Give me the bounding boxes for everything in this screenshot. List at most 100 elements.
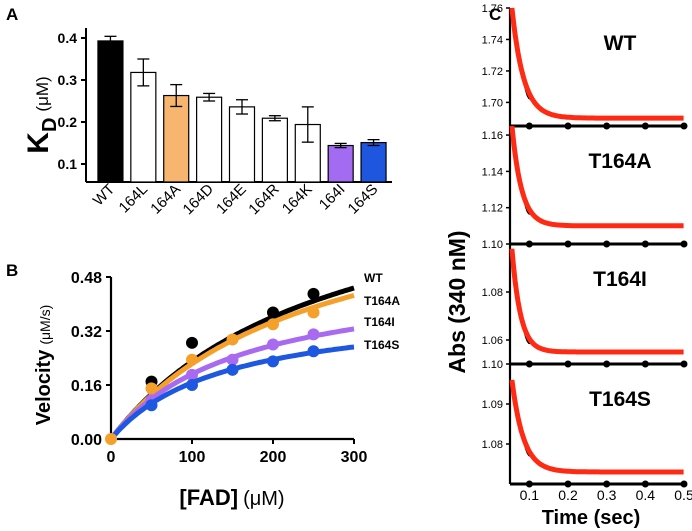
panel-a-ytick-label: 0.2 [58, 114, 78, 130]
panel-b-point-T164S [186, 379, 198, 391]
panel-c-xtick-dot [525, 240, 533, 248]
panel-a-bar-WT [97, 40, 124, 183]
panel-c-ytick-label: 1.06 [482, 335, 503, 347]
panel-b-xtick-label: 200 [260, 449, 287, 466]
panel-c-xtick-label: 0.1 [520, 487, 540, 503]
panel-a-bar-164E [228, 106, 256, 183]
panel-c-ytick-label: 1.74 [482, 34, 503, 46]
panel-c-subplot-title: T164A [588, 150, 651, 173]
panel-c-subplot-title: T164I [593, 268, 647, 291]
panel-c-ytick-label: 1.70 [482, 97, 503, 109]
panel-b-point-T164S [226, 363, 239, 376]
panel-b-ytick-label: 0.48 [71, 270, 102, 287]
panel-c-ytick-label: 1.08 [482, 287, 503, 299]
panel-c-xtick-dot [525, 122, 533, 130]
panel-a-category-label: WT [90, 181, 119, 210]
panel-c-xtick-dot [525, 360, 533, 368]
panel-b-point-T164A [226, 333, 239, 346]
panel-c-subplot-title: WT [604, 32, 637, 55]
panel-b-xtick-label: 300 [341, 449, 368, 466]
panel-a-category-label: 164K [279, 181, 316, 218]
panel-b-point-T164S [145, 399, 158, 412]
panel-a-bar-164R [261, 117, 288, 183]
panel-b-xtick-label: 100 [179, 449, 206, 466]
panel-c-xtick-dot [680, 240, 688, 248]
panel-c-xtick-dot [641, 240, 649, 248]
panel-c-xtick-dot [641, 480, 649, 488]
panel-b-ytick-label: 0.16 [71, 378, 102, 395]
panel-b-point-T164A [145, 382, 158, 395]
panel-a-ylabel: KD(μM) [22, 76, 61, 153]
panel-a-ytick-label: 0.1 [58, 156, 78, 172]
panel-b-point-T164A [307, 306, 320, 319]
panel-c-xtick-dot [564, 480, 572, 488]
panel-b-kinetics-chart: 0.00 0.16 0.32 0.48 0 100 200 300 WT T164A T164I T1… [71, 270, 400, 466]
panel-c-ytick-label: 1.76 [482, 3, 503, 15]
panel-c-xtick-dot [680, 122, 688, 130]
panel-b-point-origin [105, 433, 117, 445]
panel-c-xtick-dot [564, 122, 572, 130]
panel-b-legend-WT: WT [364, 271, 383, 285]
panel-c-xtick-label: 0.5 [674, 487, 692, 503]
panel-b-legend-T164I: T164I [364, 315, 395, 329]
panel-a-ytick-label: 0.3 [58, 72, 78, 88]
panel-c-xtick-dot [641, 360, 649, 368]
panel-c-xtick-dot [603, 122, 611, 130]
panel-b-legend-T164A: T164A [364, 294, 400, 308]
panel-b-point-T164I [267, 338, 279, 351]
panel-c-fit-trace-T164A [509, 125, 684, 229]
panel-a-category-label: 164D [180, 181, 217, 218]
panel-c-ytick-label: 1.14 [482, 166, 503, 178]
panel-b-point-WT [186, 336, 198, 349]
panel-c-ytick-label: 1.10 [482, 239, 503, 251]
panel-a-category-label: 164R [245, 181, 282, 218]
panel-label-b: B [6, 261, 18, 280]
panel-c-xtick-dot [603, 240, 611, 248]
panel-b-point-T164S [267, 355, 279, 368]
panel-c-ytick-label: 1.16 [482, 130, 503, 142]
panel-label-c: C [489, 5, 501, 24]
panel-b-point-T164I [226, 353, 239, 366]
panel-c-fit-trace-WT [509, 7, 684, 121]
panel-a-category-label: 164A [147, 181, 184, 218]
panel-c-fit-trace-T164I [509, 248, 684, 355]
panel-c-xtick-dot [680, 360, 688, 368]
panel-c-xtick-label: 0.3 [597, 487, 617, 503]
panel-b-point-WT [267, 306, 279, 319]
panel-a-category-label: 164E [213, 181, 250, 218]
panel-b-legend-T164S: T164S [364, 338, 399, 352]
panel-c-ylabel: Abs (340 nM) [444, 230, 470, 373]
panel-b-point-T164A [186, 353, 198, 366]
panel-b-point-WT [307, 287, 320, 300]
panel-b-ytick-label: 0.00 [71, 432, 102, 449]
panel-b-xtick-label: 0 [107, 449, 116, 466]
panel-a-bar-164S [360, 141, 387, 183]
panel-b-ytick-label: 0.32 [71, 324, 102, 341]
panel-label-a: A [6, 5, 18, 24]
panel-c-xtick-dot [564, 240, 572, 248]
panel-c-ytick-label: 1.72 [482, 66, 503, 78]
panel-a-category-label: 164I [316, 181, 349, 214]
panel-a-category-label: 164S [345, 181, 382, 218]
panel-c-xtick-label: 0.2 [558, 487, 578, 503]
panel-b-point-T164I [186, 368, 198, 381]
panel-c-xtick-dot [525, 480, 533, 488]
panel-c-xtick-dot [564, 360, 572, 368]
panel-a-bar-164D [196, 96, 223, 183]
panel-a-category-label: 164L [116, 181, 152, 217]
panel-c-xtick-dot [680, 480, 688, 488]
panel-b-ylabel: Velocity(μM/s) [33, 305, 55, 426]
panel-a-bar-164I [327, 144, 354, 183]
panel-c-ytick-label: 1.09 [482, 399, 503, 411]
panel-c-xtick-label: 0.4 [636, 487, 656, 503]
panel-c-absorbance-charts: 1.70 1.72 1.74 1.76 WT 1.12 1.14 1.16 T164A 1.06 1… [482, 3, 692, 503]
panel-c-xtick-dot [603, 480, 611, 488]
panel-a-bar-164A [163, 94, 190, 183]
panel-c-ytick-label: 1.10 [482, 359, 503, 371]
panel-b-point-T164S [307, 345, 320, 358]
panel-b-point-T164A [267, 318, 279, 331]
panel-b-point-T164I [307, 328, 320, 341]
